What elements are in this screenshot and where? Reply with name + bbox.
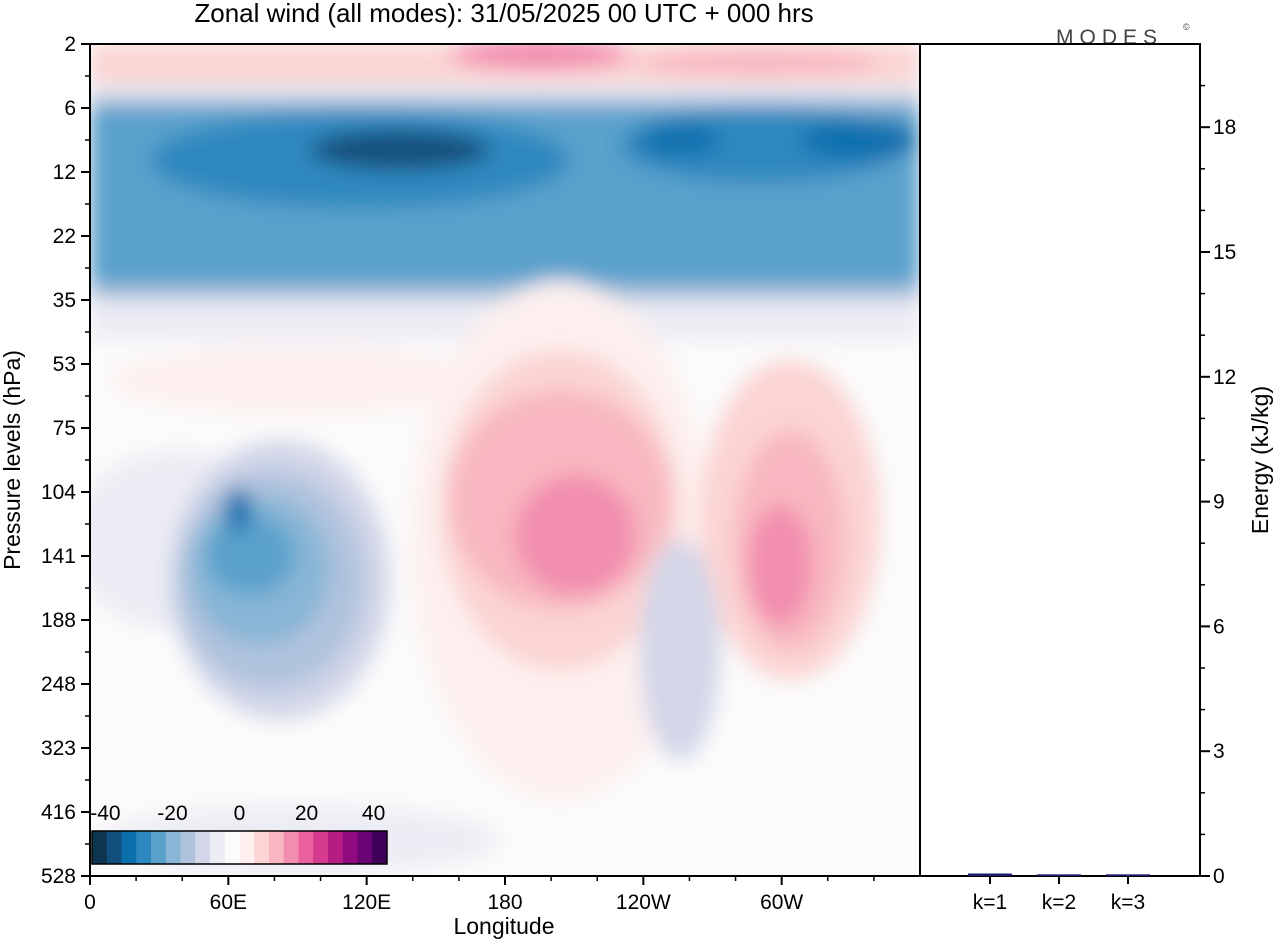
x-tick-label: 180 [487, 891, 522, 914]
energy-panel-frame [919, 43, 1201, 877]
colorbar-swatch [195, 831, 211, 864]
colorbar-tick-label: 20 [295, 802, 318, 825]
y-tick-label: 53 [53, 353, 76, 376]
heatmap-x-axis: 0 60E 120E 180 120W 60W [84, 876, 875, 914]
energy-bar [968, 873, 1012, 876]
zonal-wind-heatmap [90, 44, 920, 876]
colorbar-frame [91, 830, 388, 865]
y-tick-label: 323 [41, 737, 76, 760]
energy-bar [1106, 874, 1150, 876]
colorbar-swatch [106, 831, 122, 864]
x-tick-label: 120W [616, 891, 671, 914]
easterly-max-west [800, 120, 920, 160]
colorbar: -40 -20 0 20 40 [90, 802, 388, 865]
y-axis-label: Pressure levels (hPa) [0, 350, 25, 570]
energy-y-tick-label: 15 [1213, 241, 1236, 264]
y-tick-label: 2 [64, 33, 76, 56]
energy-bar [1037, 874, 1081, 876]
easterly-max-dateline [640, 124, 720, 156]
heatmap-y-axis: 2 6 12 22 35 53 75 104 141 188 248 323 416 528 [41, 33, 90, 888]
y-tick-label: 248 [41, 673, 76, 696]
energy-y-tick-label: 12 [1213, 366, 1236, 389]
energy-x-tick-label: k=2 [1042, 891, 1076, 914]
x-tick-label: 60W [760, 891, 803, 914]
colorbar-swatch [372, 831, 388, 864]
colorbar-swatch [357, 831, 373, 864]
colorbar-swatch [342, 831, 358, 864]
energy-y-tick-label: 18 [1213, 116, 1236, 139]
easterly-max-east [310, 130, 490, 170]
colorbar-swatch [224, 831, 240, 864]
colorbar-swatch [269, 831, 285, 864]
energy-y-tick-label: 6 [1213, 615, 1225, 638]
y-tick-label: 141 [41, 545, 76, 568]
chart-title: Zonal wind (all modes): 31/05/2025 00 UT… [194, 0, 813, 28]
colorbar-tick-label: -40 [90, 802, 120, 825]
easterly-patch-pacific [640, 540, 720, 760]
colorbar-swatch [165, 831, 181, 864]
y-tick-label: 528 [41, 865, 76, 888]
y-tick-label: 188 [41, 609, 76, 632]
y-tick-label: 104 [41, 481, 76, 504]
upper-westerly-patch [640, 48, 880, 76]
colorbar-swatch [298, 831, 314, 864]
colorbar-swatch [313, 831, 329, 864]
easterly-max-indian-ocean [224, 488, 252, 532]
heatmap-blurred-field [90, 44, 920, 874]
colorbar-tick-label: 40 [362, 802, 385, 825]
x-axis-label: Longitude [453, 913, 554, 939]
logo-copyright-mark: © [1183, 22, 1190, 32]
westerly-max-central [515, 475, 635, 595]
y-tick-label: 22 [53, 225, 76, 248]
colorbar-swatch [328, 831, 344, 864]
colorbar-swatch [239, 831, 255, 864]
easterly-region-indian-ocean-core [205, 515, 295, 595]
y-tick-label: 35 [53, 289, 76, 312]
x-tick-label: 0 [84, 891, 96, 914]
colorbar-swatch [180, 831, 196, 864]
colorbar-swatch [92, 831, 108, 864]
colorbar-tick-label: 0 [234, 802, 246, 825]
energy-x-tick-label: k=3 [1111, 891, 1145, 914]
colorbar-swatch [136, 831, 152, 864]
y-tick-label: 12 [53, 161, 76, 184]
westerly-max-west [748, 505, 812, 625]
energy-bar-chart: 0 3 6 9 12 15 18 k=1 k=2 k=3 [968, 84, 1236, 914]
energy-x-tick-label: k=1 [973, 891, 1007, 914]
colorbar-tick-label: -20 [157, 802, 187, 825]
colorbar-swatch [121, 831, 137, 864]
colorbar-swatch [254, 831, 270, 864]
energy-y-tick-label: 3 [1213, 740, 1225, 763]
upper-westerly-max [450, 44, 630, 70]
x-tick-label: 60E [210, 891, 247, 914]
colorbar-swatch [151, 831, 167, 864]
colorbar-swatch [210, 831, 226, 864]
y-tick-label: 75 [53, 417, 76, 440]
y-tick-label: 416 [41, 801, 76, 824]
westerly-patch-low-east [110, 346, 490, 414]
y-tick-label: 6 [64, 97, 76, 120]
x-tick-label: 120E [342, 891, 391, 914]
energy-axis-label: Energy (kJ/kg) [1247, 386, 1273, 534]
energy-y-tick-label: 9 [1213, 491, 1225, 514]
colorbar-swatch [283, 831, 299, 864]
energy-y-tick-label: 0 [1213, 865, 1225, 888]
